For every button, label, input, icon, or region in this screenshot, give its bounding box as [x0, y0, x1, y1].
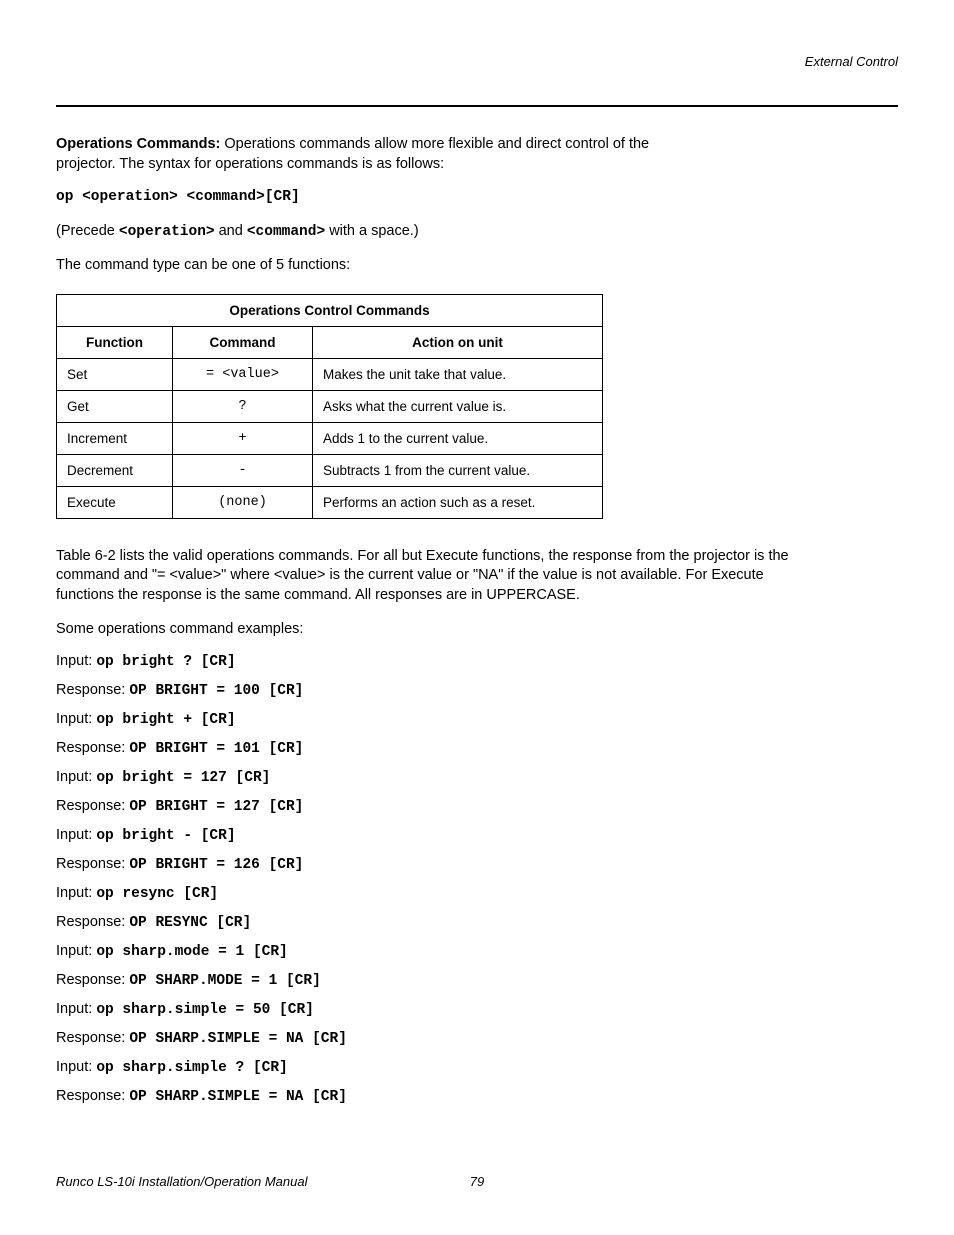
table-header-row: Function Command Action on unit — [57, 326, 603, 358]
io-value: OP BRIGHT = 101 [CR] — [129, 741, 303, 757]
io-input-label: Input: — [56, 769, 96, 785]
io-value: op sharp.mode = 1 [CR] — [96, 944, 287, 960]
io-response-label: Response: — [56, 1088, 129, 1104]
operations-control-commands-table: Operations Control Commands Function Com… — [56, 294, 603, 519]
io-value: OP RESYNC [CR] — [129, 915, 251, 931]
io-response-line: Response: OP SHARP.SIMPLE = NA [CR] — [56, 1030, 898, 1047]
io-response-line: Response: OP BRIGHT = 101 [CR] — [56, 740, 898, 757]
footer-manual-title: Runco LS-10i Installation/Operation Manu… — [56, 1174, 307, 1189]
io-value: OP SHARP.SIMPLE = NA [CR] — [129, 1089, 347, 1105]
io-input-line: Input: op sharp.mode = 1 [CR] — [56, 943, 898, 960]
io-response-line: Response: OP BRIGHT = 100 [CR] — [56, 682, 898, 699]
precede-command-token: <command> — [247, 224, 325, 240]
table-row: Set= <value>Makes the unit take that val… — [57, 358, 603, 390]
precede-post: with a space.) — [325, 223, 419, 239]
table-cell-function: Execute — [57, 486, 173, 518]
table-cell-function: Get — [57, 390, 173, 422]
io-response-label: Response: — [56, 1030, 129, 1046]
io-input-line: Input: op sharp.simple ? [CR] — [56, 1059, 898, 1076]
io-response-label: Response: — [56, 740, 129, 756]
io-input-line: Input: op sharp.simple = 50 [CR] — [56, 1001, 898, 1018]
table-cell-command: - — [173, 454, 313, 486]
header-section-label: External Control — [56, 54, 898, 69]
io-examples-block: Input: op bright ? [CR] Response: OP BRIG… — [56, 653, 898, 1105]
table-header-command: Command — [173, 326, 313, 358]
io-response-line: Response: OP RESYNC [CR] — [56, 914, 898, 931]
precede-mid: and — [215, 223, 247, 239]
io-input-line: Input: op resync [CR] — [56, 885, 898, 902]
table-cell-action: Performs an action such as a reset. — [313, 486, 603, 518]
io-input-label: Input: — [56, 653, 96, 669]
table-header-function: Function — [57, 326, 173, 358]
io-value: OP BRIGHT = 100 [CR] — [129, 683, 303, 699]
after-table-para-1: Table 6-2 lists the valid operations com… — [56, 547, 816, 606]
table-cell-function: Decrement — [57, 454, 173, 486]
io-response-label: Response: — [56, 856, 129, 872]
io-response-label: Response: — [56, 682, 129, 698]
table-row: Increment+Adds 1 to the current value. — [57, 422, 603, 454]
io-input-label: Input: — [56, 1001, 96, 1017]
ops-commands-intro: Operations Commands: Operations commands… — [56, 135, 696, 174]
io-input-label: Input: — [56, 1059, 96, 1075]
io-response-label: Response: — [56, 798, 129, 814]
io-input-line: Input: op bright + [CR] — [56, 711, 898, 728]
header-rule — [56, 105, 898, 107]
table-title-row: Operations Control Commands — [57, 294, 603, 326]
io-value: op sharp.simple ? [CR] — [96, 1060, 287, 1076]
precede-pre: (Precede — [56, 223, 119, 239]
io-response-line: Response: OP SHARP.MODE = 1 [CR] — [56, 972, 898, 989]
footer-page-number: 79 — [470, 1174, 484, 1189]
io-input-label: Input: — [56, 711, 96, 727]
io-response-label: Response: — [56, 972, 129, 988]
syntax-line: op <operation> <command>[CR] — [56, 188, 696, 208]
io-input-line: Input: op bright ? [CR] — [56, 653, 898, 670]
table-cell-action: Makes the unit take that value. — [313, 358, 603, 390]
table-cell-function: Increment — [57, 422, 173, 454]
table-cell-function: Set — [57, 358, 173, 390]
io-value: OP BRIGHT = 127 [CR] — [129, 799, 303, 815]
table-cell-action: Asks what the current value is. — [313, 390, 603, 422]
table-title: Operations Control Commands — [57, 294, 603, 326]
command-type-line: The command type can be one of 5 functio… — [56, 256, 696, 276]
io-input-label: Input: — [56, 827, 96, 843]
io-value: OP BRIGHT = 126 [CR] — [129, 857, 303, 873]
table-cell-command: + — [173, 422, 313, 454]
io-input-label: Input: — [56, 943, 96, 959]
table-row: Decrement-Subtracts 1 from the current v… — [57, 454, 603, 486]
io-value: OP SHARP.SIMPLE = NA [CR] — [129, 1031, 347, 1047]
io-value: op bright ? [CR] — [96, 654, 235, 670]
io-value: OP SHARP.MODE = 1 [CR] — [129, 973, 320, 989]
table-header-action: Action on unit — [313, 326, 603, 358]
precede-note: (Precede <operation> and <command> with … — [56, 222, 696, 243]
io-input-label: Input: — [56, 885, 96, 901]
io-response-line: Response: OP BRIGHT = 126 [CR] — [56, 856, 898, 873]
io-input-line: Input: op bright - [CR] — [56, 827, 898, 844]
io-value: op resync [CR] — [96, 886, 218, 902]
ops-commands-heading: Operations Commands: — [56, 136, 220, 152]
table-cell-action: Subtracts 1 from the current value. — [313, 454, 603, 486]
table-cell-command: (none) — [173, 486, 313, 518]
io-response-line: Response: OP SHARP.SIMPLE = NA [CR] — [56, 1088, 898, 1105]
io-response-line: Response: OP BRIGHT = 127 [CR] — [56, 798, 898, 815]
io-value: op sharp.simple = 50 [CR] — [96, 1002, 314, 1018]
io-input-line: Input: op bright = 127 [CR] — [56, 769, 898, 786]
table-row: Get?Asks what the current value is. — [57, 390, 603, 422]
io-value: op bright = 127 [CR] — [96, 770, 270, 786]
page-footer: Runco LS-10i Installation/Operation Manu… — [56, 1174, 898, 1189]
precede-operation-token: <operation> — [119, 224, 215, 240]
table-cell-action: Adds 1 to the current value. — [313, 422, 603, 454]
io-value: op bright + [CR] — [96, 712, 235, 728]
table-cell-command: = <value> — [173, 358, 313, 390]
io-value: op bright - [CR] — [96, 828, 235, 844]
after-table-para-2: Some operations command examples: — [56, 620, 696, 640]
io-response-label: Response: — [56, 914, 129, 930]
table-row: Execute(none)Performs an action such as … — [57, 486, 603, 518]
table-cell-command: ? — [173, 390, 313, 422]
